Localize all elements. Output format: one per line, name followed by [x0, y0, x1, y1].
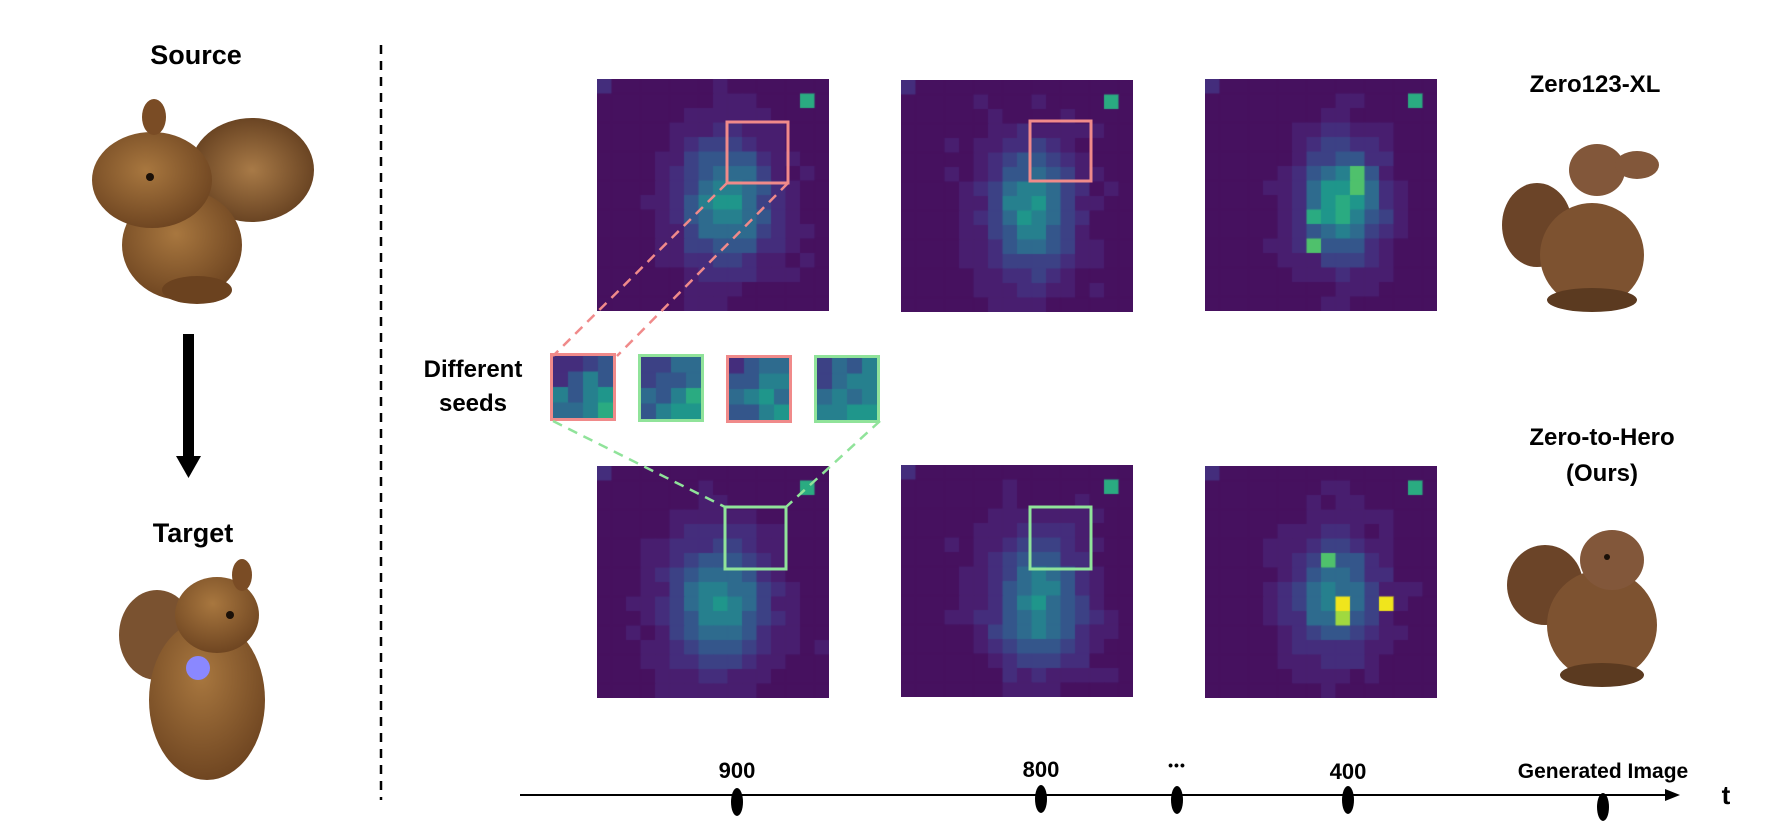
- target-dot: [186, 656, 210, 680]
- ours-label: (Ours): [1566, 460, 1638, 487]
- tick-label-800: 800: [1022, 757, 1060, 782]
- seed-crop-1: [550, 353, 616, 421]
- zero123-generated-image: [1502, 144, 1659, 312]
- timeline-marker-900: [731, 788, 743, 816]
- seed-crop-3: [726, 355, 792, 423]
- heatmap-zero123-t400: [1205, 79, 1437, 311]
- heatmap-ours-t900: [597, 466, 829, 698]
- timeline-marker-800: [1035, 785, 1047, 813]
- seed-crop-4: [814, 355, 880, 423]
- zero-to-hero-label: Zero-to-Hero: [1529, 424, 1675, 451]
- target-label: Target: [152, 518, 234, 548]
- heatmap-ours-t400: [1205, 466, 1437, 698]
- heatmap-ours-t800: [901, 465, 1133, 697]
- seeds-label-line1: Different: [423, 356, 523, 383]
- source-label: Source: [150, 40, 242, 70]
- heatmap-zero123-t900: [597, 79, 829, 311]
- axis-label-t: t: [1721, 780, 1731, 810]
- target-squirrel-image: [119, 559, 265, 780]
- source-squirrel-image: [92, 99, 314, 304]
- timeline-marker-400: [1342, 786, 1354, 814]
- zero-to-hero-generated-image: [1507, 530, 1657, 687]
- zero123-label: Zero123-XL: [1529, 71, 1661, 98]
- tick-label-ellipsis: •••: [1168, 757, 1186, 773]
- seeds-label-line2: seeds: [438, 390, 508, 417]
- timeline-marker-dots: [1171, 786, 1183, 814]
- timeline-marker-generated: [1597, 793, 1609, 821]
- seed-crop-2: [638, 354, 704, 422]
- heatmap-zero123-t800: [901, 80, 1133, 312]
- tick-label-900: 900: [718, 758, 756, 783]
- tick-label-generated: Generated Image: [1517, 760, 1689, 783]
- tick-label-400: 400: [1329, 759, 1367, 784]
